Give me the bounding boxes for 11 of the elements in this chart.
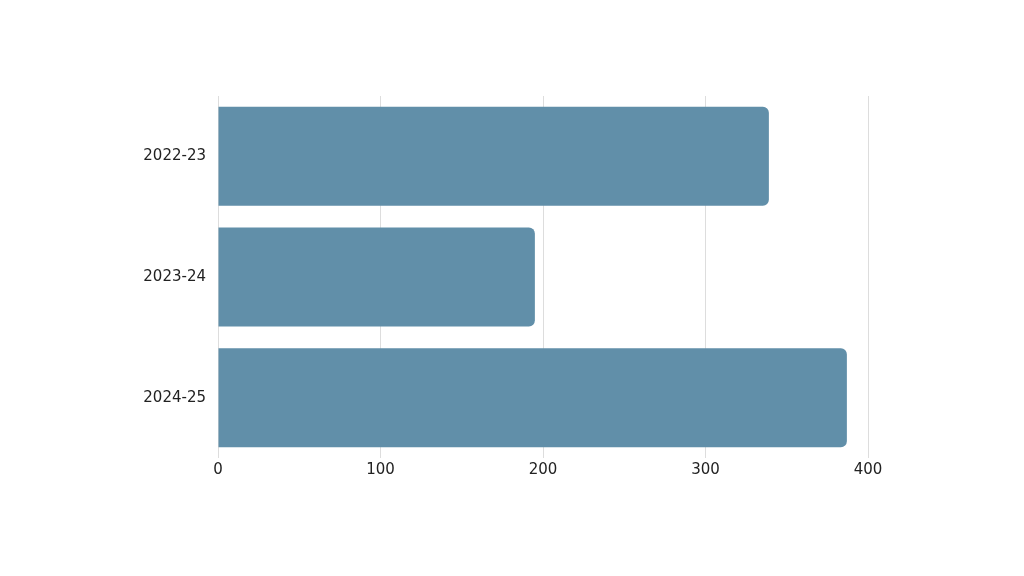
- bar: [218, 348, 847, 448]
- x-tick-label: 400: [853, 459, 883, 478]
- x-tick-label: 300: [691, 459, 720, 478]
- y-tick-label: 2023-24: [143, 266, 206, 285]
- bar: [218, 227, 535, 327]
- x-tick-label: 100: [366, 459, 395, 478]
- y-tick-label: 2024-25: [143, 387, 206, 406]
- bar: [218, 106, 769, 206]
- y-tick-label: 2022-23: [143, 146, 206, 165]
- x-tick-label: 200: [528, 459, 558, 478]
- x-tick-label: 0: [213, 459, 223, 478]
